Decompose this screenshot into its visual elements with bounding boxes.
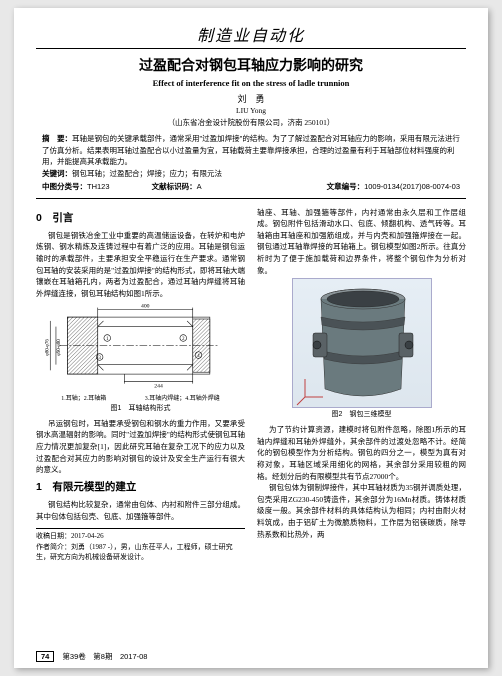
figure-2-drawing xyxy=(292,278,432,408)
page-number: 74 xyxy=(36,651,54,662)
journal-header: 制造业自动化 xyxy=(36,22,466,46)
title-english: Effect of interference fit on the stress… xyxy=(36,78,466,88)
recv-label: 收稿日期： xyxy=(36,532,71,540)
section-0-para-2: 吊运钢包时，耳轴要承受钢包和钢水的重力作用，又要承受钢水高温辐射的影响。同时"过… xyxy=(36,418,245,476)
class-label: 中图分类号： xyxy=(42,182,87,191)
keywords-block: 关键词：钢包耳轴；过盈配合；焊接；应力；有限元法 xyxy=(36,168,466,180)
doc-label: 文献标识码： xyxy=(152,182,197,191)
affiliation: （山东省冶金设计院股份有限公司，济南 250101） xyxy=(36,117,466,128)
title-chinese: 过盈配合对钢包耳轴应力影响的研究 xyxy=(36,55,466,75)
col2-para-1: 轴座、耳轴、加强箍等部件，内衬通常由永久层和工作层组成。钢包附件包括滑动水口、包… xyxy=(257,207,466,277)
page-bottom: 74 第39卷 第8期 2017-08 xyxy=(36,651,466,662)
abstract-block: 摘 要：耳轴是钢包的关键承载部件，通常采用"过盈加焊接"的结构。为了了解过盈配合… xyxy=(36,133,466,168)
fig1-dim-400: 400 xyxy=(141,303,150,309)
fig1-dim-phi1: φ80-φ76 xyxy=(45,338,50,355)
section-0-title: 0 引言 xyxy=(36,210,245,226)
left-column: 0 引言 钢包是钢铁冶金工业中重要的高温储运设备，在转炉和电炉炼钢、钢水精炼及连… xyxy=(36,207,245,563)
article-no: 1009-0134(2017)08-0074-03 xyxy=(364,182,460,191)
abstract-label: 摘 要： xyxy=(42,134,72,143)
fig1-legend: 1.耳轴；2.耳轴箱 3.耳轴内焊缝；4.耳轴外焊缝 xyxy=(36,395,245,404)
figure-1-caption: 图1 耳轴结构形式 xyxy=(36,404,245,415)
page: 制造业自动化 过盈配合对钢包耳轴应力影响的研究 Effect of interf… xyxy=(14,8,488,668)
col2-para-3: 钢包包体为钢制焊接件，其中耳轴材质为35钢并调质处理，包壳采用ZG230-450… xyxy=(257,482,466,540)
author-chinese: 刘 勇 xyxy=(36,92,466,105)
footer-rule xyxy=(36,528,245,529)
fig1-legend-a: 1.耳轴；2.耳轴箱 xyxy=(61,395,106,404)
columns: 0 引言 钢包是钢铁冶金工业中重要的高温储运设备，在转炉和电炉炼钢、钢水精炼及连… xyxy=(36,207,466,563)
keywords-text: 钢包耳轴；过盈配合；焊接；应力；有限元法 xyxy=(72,169,222,178)
class-no: TH123 xyxy=(87,182,110,191)
header-rule xyxy=(36,48,466,49)
section-0-para-1: 钢包是钢铁冶金工业中重要的高温储运设备，在转炉和电炉炼钢、钢水精炼及连铸过程中有… xyxy=(36,230,245,300)
recv-date: 2017-04-26 xyxy=(71,532,104,540)
fig1-legend-b: 3.耳轴内焊缝；4.耳轴外焊缝 xyxy=(145,395,220,404)
keywords-label: 关键词： xyxy=(42,169,72,178)
author-english: LIU Yong xyxy=(36,106,466,115)
body-rule xyxy=(36,198,466,199)
fig1-dim-244: 244 xyxy=(154,383,163,389)
section-1-title: 1 有限元模型的建立 xyxy=(36,479,245,495)
doc-code: A xyxy=(197,182,202,191)
right-column: 轴座、耳轴、加强箍等部件，内衬通常由永久层和工作层组成。钢包附件包括滑动水口、包… xyxy=(257,207,466,563)
abstract-text: 耳轴是钢包的关键承载部件，通常采用"过盈加焊接"的结构。为了了解过盈配合对耳轴应… xyxy=(42,134,460,166)
footer-block: 收稿日期：2017-04-26 作者简介：刘勇（1987 -），男，山东茌平人，… xyxy=(36,531,245,563)
author-bio-label: 作者简介： xyxy=(36,543,71,551)
fig1-dim-phi2: φ90-φ80 xyxy=(57,338,62,355)
article-label: 文章编号： xyxy=(327,182,365,191)
section-1-para-1: 钢包结构比较复杂，通常由包体、内衬和附件三部分组成。其中包体包括包壳、包底、加强… xyxy=(36,499,245,522)
col2-para-2: 为了节约计算资源，建模时将包附件忽略，除图1所示的耳轴内焊缝和耳轴外焊缝外，其余… xyxy=(257,424,466,482)
meta-row: 中图分类号：TH123 文献标识码：A 文章编号：1009-0134(2017)… xyxy=(36,181,466,192)
figure-2-caption: 图2 钢包三维模型 xyxy=(257,410,466,421)
volume-issue: 第39卷 第8期 2017-08 xyxy=(62,652,147,661)
figure-1-drawing: 400 244 φ80-φ76 φ90-φ80 1 2 3 4 xyxy=(36,300,245,395)
